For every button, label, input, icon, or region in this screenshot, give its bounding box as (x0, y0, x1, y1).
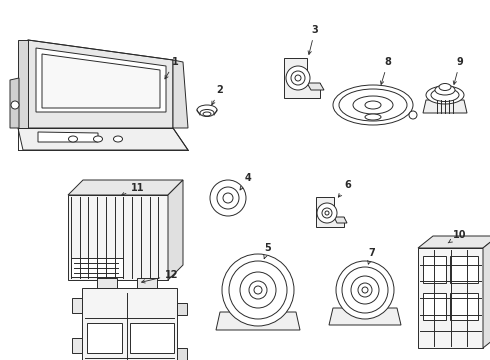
Polygon shape (168, 180, 183, 280)
Ellipse shape (435, 85, 455, 95)
Text: 1: 1 (165, 57, 178, 79)
Polygon shape (173, 60, 188, 128)
Ellipse shape (342, 267, 388, 313)
Polygon shape (68, 195, 168, 280)
Ellipse shape (200, 109, 214, 117)
Ellipse shape (222, 254, 294, 326)
Text: 2: 2 (212, 85, 223, 105)
Text: 4: 4 (240, 173, 251, 190)
Polygon shape (177, 348, 187, 360)
Circle shape (223, 193, 233, 203)
Polygon shape (418, 236, 490, 248)
Polygon shape (82, 288, 177, 360)
Ellipse shape (254, 286, 262, 294)
Ellipse shape (333, 85, 413, 125)
Text: 6: 6 (338, 180, 351, 197)
Ellipse shape (203, 112, 211, 116)
Circle shape (291, 71, 305, 85)
Polygon shape (18, 40, 28, 128)
Polygon shape (423, 100, 467, 113)
Polygon shape (177, 303, 187, 315)
Polygon shape (216, 312, 300, 330)
Text: 5: 5 (264, 243, 271, 259)
Ellipse shape (439, 84, 451, 90)
Polygon shape (307, 83, 324, 90)
Polygon shape (423, 293, 446, 320)
Polygon shape (42, 54, 160, 108)
Text: 8: 8 (380, 57, 392, 85)
Polygon shape (365, 105, 381, 117)
Polygon shape (316, 197, 344, 227)
Ellipse shape (431, 89, 459, 102)
Text: 9: 9 (453, 57, 464, 84)
Ellipse shape (339, 89, 407, 121)
Circle shape (295, 75, 301, 81)
Polygon shape (334, 217, 347, 223)
Text: 3: 3 (308, 25, 318, 54)
Ellipse shape (197, 105, 217, 115)
Circle shape (409, 111, 417, 119)
Ellipse shape (229, 261, 287, 319)
Polygon shape (71, 258, 123, 277)
Polygon shape (97, 278, 117, 288)
Polygon shape (483, 236, 490, 348)
Polygon shape (10, 78, 19, 128)
Polygon shape (38, 132, 98, 142)
Ellipse shape (353, 96, 393, 114)
Ellipse shape (426, 86, 464, 104)
Circle shape (325, 211, 329, 215)
Circle shape (286, 66, 310, 90)
Ellipse shape (69, 136, 77, 142)
Polygon shape (450, 256, 478, 283)
Ellipse shape (365, 101, 381, 109)
Ellipse shape (358, 283, 372, 297)
Polygon shape (130, 323, 174, 353)
Circle shape (11, 101, 19, 109)
Circle shape (217, 187, 239, 209)
Polygon shape (87, 323, 122, 353)
Circle shape (322, 208, 332, 218)
Polygon shape (450, 293, 478, 320)
Polygon shape (423, 256, 446, 283)
Ellipse shape (365, 114, 381, 120)
Polygon shape (72, 298, 82, 313)
Ellipse shape (94, 136, 102, 142)
Polygon shape (331, 310, 399, 323)
Polygon shape (418, 248, 483, 348)
Circle shape (210, 180, 246, 216)
Text: 12: 12 (142, 270, 179, 283)
Text: 11: 11 (122, 183, 145, 195)
Ellipse shape (240, 272, 276, 308)
Polygon shape (18, 128, 188, 150)
Ellipse shape (351, 276, 379, 304)
Polygon shape (68, 180, 183, 195)
Ellipse shape (362, 287, 368, 293)
Circle shape (317, 203, 337, 223)
Ellipse shape (114, 136, 122, 142)
Ellipse shape (249, 281, 267, 299)
Polygon shape (329, 308, 401, 325)
Polygon shape (36, 48, 166, 112)
Polygon shape (18, 40, 173, 128)
Polygon shape (72, 338, 82, 353)
Text: 10: 10 (448, 230, 467, 243)
Polygon shape (137, 278, 157, 288)
Ellipse shape (336, 261, 394, 319)
Polygon shape (218, 315, 298, 328)
Text: 7: 7 (368, 248, 375, 264)
Polygon shape (284, 58, 320, 98)
